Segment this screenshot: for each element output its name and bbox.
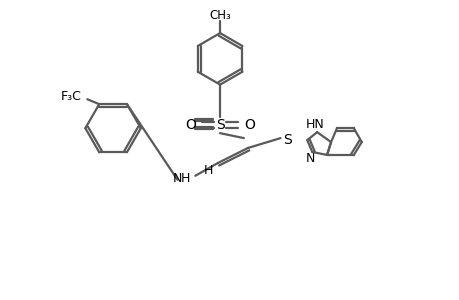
Text: O: O	[244, 118, 255, 132]
Text: S: S	[282, 133, 291, 147]
Text: CH₃: CH₃	[209, 9, 230, 22]
Text: F₃C: F₃C	[61, 90, 82, 103]
Text: N: N	[173, 172, 182, 185]
Text: HN: HN	[305, 118, 324, 131]
Text: S: S	[215, 118, 224, 132]
Text: N: N	[305, 152, 314, 165]
Text: O: O	[185, 118, 196, 132]
Text: H: H	[180, 172, 190, 185]
Text: H: H	[203, 164, 213, 177]
